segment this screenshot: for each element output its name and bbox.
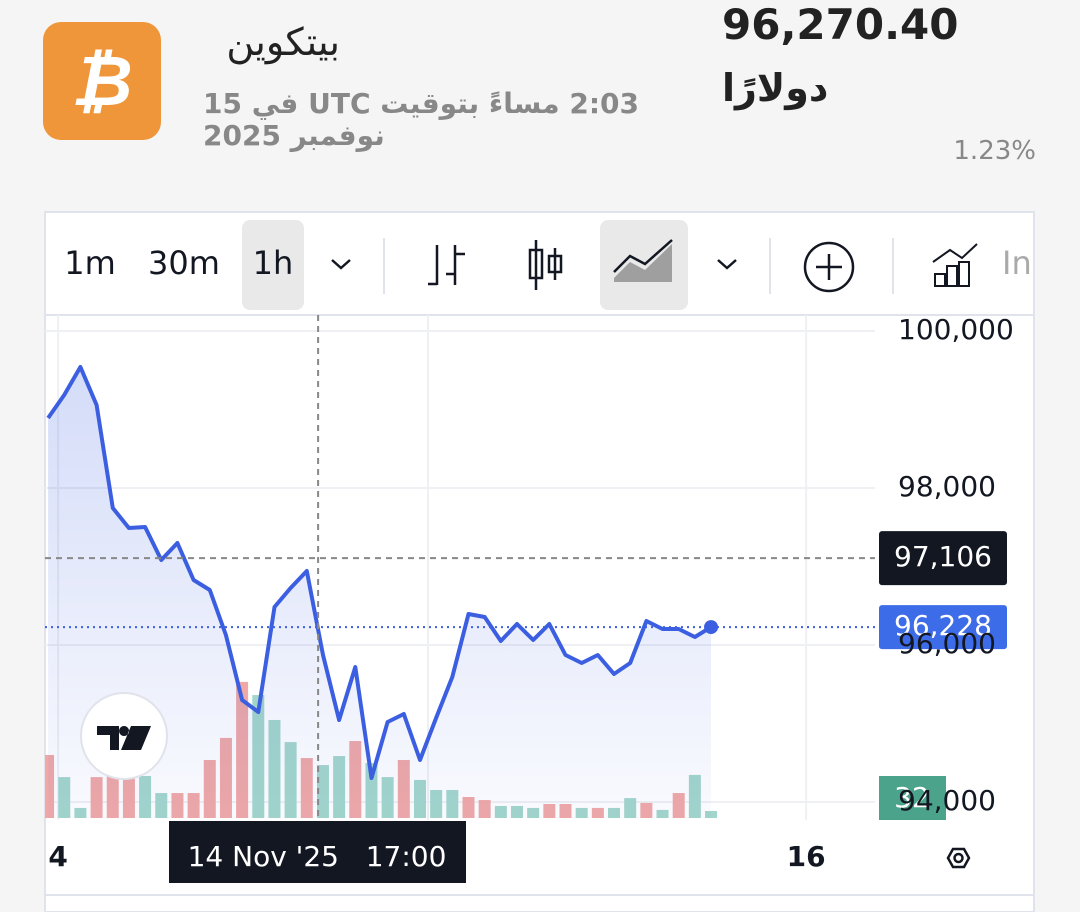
crosshair-price-label: 97,106 xyxy=(894,540,992,573)
plot xyxy=(45,315,875,820)
crosshair-time-label: 14 Nov '25 17:00 xyxy=(188,840,447,873)
interval-button[interactable]: 1h xyxy=(253,244,294,282)
candles-icon[interactable] xyxy=(528,240,563,290)
last-price-label: 96,228 xyxy=(894,609,992,642)
indicators-button[interactable]: In xyxy=(1002,244,1032,282)
timestamp: 2:03 مساءً بتوقيت UTC في 15 نوفمبر 2025 xyxy=(203,87,639,152)
price-line xyxy=(46,365,713,780)
currency: دولارًا xyxy=(722,66,829,110)
tv-logo-mark xyxy=(97,726,151,750)
interval-button[interactable]: 1m xyxy=(64,244,116,282)
asset-title: بيتكوين xyxy=(226,20,340,64)
style-dropdown[interactable] xyxy=(717,259,737,270)
selected-style-bg xyxy=(600,220,688,310)
volume-label-box xyxy=(879,776,946,820)
overlay: 97,106 14 Nov '25 17:00 96,228 32 xyxy=(45,315,1007,883)
compare-button[interactable] xyxy=(803,241,855,293)
x-tick-label: 16 xyxy=(787,840,826,873)
crosshair-time-box xyxy=(169,821,466,883)
interval-button[interactable]: 30m xyxy=(148,244,220,282)
y-tick-label: 98,000 xyxy=(898,470,996,503)
volume-label: 32 xyxy=(894,781,930,814)
coin-icon: ₿ xyxy=(43,22,161,140)
last-price-box xyxy=(879,605,1007,650)
tv-logo xyxy=(80,692,168,780)
volume-bar xyxy=(705,810,718,818)
crosshair-price-box xyxy=(879,531,1007,586)
interval-dropdown[interactable] xyxy=(331,259,351,270)
area-icon[interactable] xyxy=(613,239,673,282)
bars-icon[interactable] xyxy=(428,245,465,286)
settings-icon[interactable] xyxy=(946,847,971,869)
price-area xyxy=(48,367,712,818)
price: 96,270.40 xyxy=(722,0,959,49)
x-tick-label: 4 xyxy=(48,840,67,873)
selected-interval-bg xyxy=(242,220,304,310)
y-tick-label: 100,000 xyxy=(898,313,1014,346)
y-tick-label: 96,000 xyxy=(898,627,996,660)
price-change: 1.23% xyxy=(953,136,1036,166)
indicators-icon[interactable] xyxy=(932,243,978,287)
y-tick-label: 94,000 xyxy=(898,784,996,817)
